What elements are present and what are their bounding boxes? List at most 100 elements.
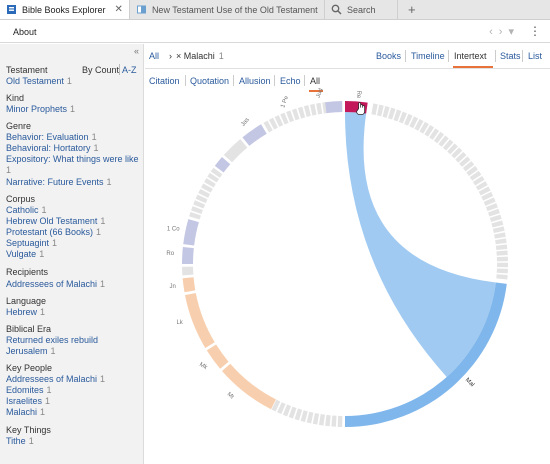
facet-item[interactable]: Addressees of Malachi 1 — [6, 374, 106, 384]
facet-item[interactable]: Protestant (66 Books) 1 — [6, 227, 102, 237]
new-tab-button[interactable]: + — [407, 2, 416, 17]
book-segment[interactable] — [309, 103, 317, 116]
forward-icon[interactable]: › — [498, 26, 509, 38]
intertext-chord-diagram[interactable]: Re Jud 1 Pe Jas 1 Co Ro Jn Lk Mk Mt Mal — [145, 44, 550, 464]
book-segment[interactable] — [210, 167, 223, 178]
book-segment[interactable] — [193, 200, 206, 209]
book-segment[interactable] — [182, 266, 194, 276]
sort-by-count[interactable]: By Count — [82, 65, 120, 75]
facet-item[interactable]: Hebrew 1 — [6, 307, 46, 317]
book-segment[interactable] — [376, 104, 384, 117]
book-segment-luke[interactable] — [184, 293, 215, 348]
tab-list[interactable]: List — [528, 51, 543, 61]
tab-timeline[interactable]: Timeline — [411, 51, 445, 61]
book-segment[interactable] — [325, 414, 331, 427]
book-segment-romans[interactable] — [182, 246, 194, 264]
book-segment[interactable] — [409, 116, 419, 129]
back-icon[interactable]: ‹ — [489, 26, 499, 38]
facet-item[interactable]: Catholic 1 — [6, 205, 47, 215]
book-segment[interactable] — [306, 411, 314, 424]
menu-icon[interactable]: ⋮ — [529, 24, 541, 38]
book-segment[interactable] — [274, 115, 284, 127]
book-segment[interactable] — [189, 212, 201, 220]
book-segment[interactable] — [263, 120, 273, 133]
book-segment[interactable] — [318, 414, 325, 426]
book-segment[interactable] — [459, 156, 471, 167]
breadcrumb-all[interactable]: All — [149, 51, 160, 61]
filter-quotation[interactable]: Quotation — [190, 76, 230, 86]
book-segment[interactable] — [496, 256, 508, 262]
filter-echo[interactable]: Echo — [280, 76, 301, 86]
book-segment[interactable] — [393, 109, 402, 122]
book-segment[interactable] — [294, 408, 303, 421]
tab-intertext[interactable]: Intertext — [454, 51, 487, 61]
book-segment[interactable] — [496, 268, 508, 274]
book-segment[interactable] — [282, 404, 292, 417]
facet-item[interactable]: Septuagint 1 — [6, 238, 58, 248]
book-segment-malachi[interactable] — [345, 282, 507, 427]
facet-item[interactable]: Malachi 1 — [6, 407, 46, 417]
intertext-link[interactable] — [345, 112, 496, 377]
book-segment[interactable] — [303, 105, 311, 117]
book-segment[interactable] — [496, 250, 508, 256]
book-segment[interactable] — [438, 135, 449, 147]
tab-stats[interactable]: Stats — [500, 51, 521, 61]
book-segment[interactable] — [478, 186, 491, 196]
book-segment[interactable] — [495, 244, 508, 250]
facet-item[interactable]: Israelites 1 — [6, 396, 51, 406]
book-segment[interactable] — [214, 157, 231, 173]
tab-nt-use-of-ot[interactable]: New Testament Use of the Old Testament — [130, 0, 324, 19]
facet-item[interactable]: Tithe 1 — [6, 436, 34, 446]
book-segment[interactable] — [382, 106, 390, 118]
filter-allusion[interactable]: Allusion — [239, 76, 271, 86]
book-segment[interactable] — [485, 203, 498, 212]
book-segment[interactable] — [429, 128, 440, 140]
facet-item[interactable]: Vulgate 1 — [6, 249, 45, 259]
tab-bible-books-explorer[interactable]: Bible Books Explorer ✕ — [0, 0, 129, 19]
book-segment[interactable] — [469, 170, 482, 181]
facet-item[interactable]: Behavior: Evaluation 1 — [6, 132, 97, 142]
book-segment[interactable] — [398, 111, 407, 124]
book-segment[interactable] — [414, 119, 424, 131]
facet-item[interactable]: Jerusalem 1 — [6, 346, 56, 356]
book-segment-james[interactable] — [242, 124, 267, 146]
book-segment[interactable] — [488, 208, 500, 217]
book-segment[interactable] — [462, 161, 475, 172]
book-segment[interactable] — [419, 121, 429, 134]
book-segment[interactable] — [207, 172, 219, 183]
book-segment[interactable] — [494, 232, 506, 239]
book-segment-john[interactable] — [182, 277, 196, 293]
book-segment[interactable] — [337, 415, 343, 427]
filter-all[interactable]: All — [310, 76, 321, 86]
book-segment[interactable] — [331, 415, 337, 427]
about-button[interactable]: About — [13, 27, 37, 37]
book-segment[interactable] — [371, 103, 378, 116]
book-segment[interactable] — [451, 147, 463, 159]
sort-a-z[interactable]: A-Z — [122, 65, 137, 75]
filter-citation[interactable]: Citation — [149, 76, 180, 86]
book-segment[interactable] — [442, 139, 454, 151]
facet-item[interactable]: Hebrew Old Testament 1 — [6, 216, 106, 226]
facet-item[interactable]: Minor Prophets 1 — [6, 104, 76, 114]
facet-item[interactable]: Edomites 1 — [6, 385, 52, 395]
book-segment-1-corinthians[interactable] — [183, 219, 199, 246]
book-segment[interactable] — [495, 238, 507, 245]
book-segment[interactable] — [404, 113, 413, 126]
book-segment[interactable] — [481, 191, 494, 201]
book-segment-matthew[interactable] — [221, 363, 276, 410]
chevron-down-icon[interactable]: ▾ — [508, 26, 520, 38]
tab-search[interactable]: Search — [325, 0, 397, 19]
tab-books[interactable]: Books — [376, 51, 402, 61]
book-segment[interactable] — [300, 410, 308, 423]
book-segment[interactable] — [466, 165, 478, 176]
book-segment[interactable] — [312, 413, 320, 425]
book-segment[interactable] — [277, 402, 286, 415]
book-segment[interactable] — [204, 178, 216, 188]
book-segment[interactable] — [475, 181, 488, 191]
book-segment[interactable] — [223, 139, 248, 163]
book-segment[interactable] — [447, 143, 458, 155]
book-segment[interactable] — [316, 102, 323, 115]
facet-item[interactable]: Behavioral: Hortatory 1 — [6, 143, 99, 153]
book-segment[interactable] — [291, 108, 300, 121]
book-segment[interactable] — [455, 151, 467, 163]
